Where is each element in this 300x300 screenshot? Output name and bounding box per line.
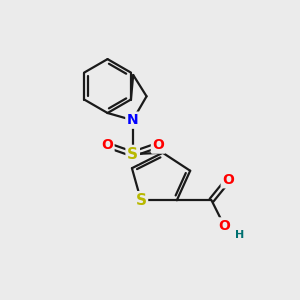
Text: O: O (152, 138, 164, 152)
Text: O: O (218, 219, 230, 233)
Text: S: S (127, 147, 138, 162)
Text: H: H (235, 230, 244, 240)
Text: N: N (127, 113, 139, 127)
Text: O: O (101, 138, 113, 152)
Text: O: O (222, 173, 234, 187)
Text: S: S (135, 193, 146, 208)
